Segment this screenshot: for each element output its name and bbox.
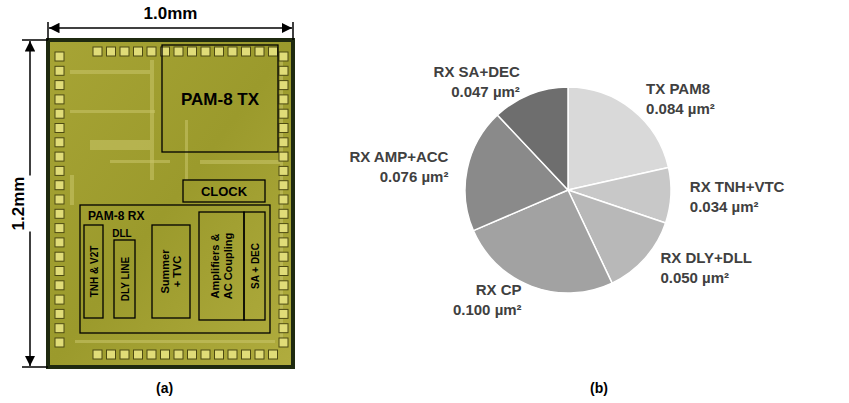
svg-text:RX DLY+DLL: RX DLY+DLL <box>660 249 752 266</box>
svg-text:RX SA+DEC: RX SA+DEC <box>434 63 520 80</box>
svg-text:RX TNH+VTC: RX TNH+VTC <box>690 178 785 195</box>
svg-text:RX CP: RX CP <box>476 281 522 298</box>
html-text:(b): (b) <box>590 380 608 396</box>
svg-text:0.084 µm²: 0.084 µm² <box>646 100 715 117</box>
html-text:(a): (a) <box>156 380 174 396</box>
svg-text:PAM-8 TX: PAM-8 TX <box>181 89 260 108</box>
svg-text:0.034 µm²: 0.034 µm² <box>690 198 759 215</box>
svg-text:CLOCK: CLOCK <box>201 184 248 199</box>
svg-text:RX AMP+ACC: RX AMP+ACC <box>349 148 448 165</box>
svg-text:TNH & V2T: TNH & V2T <box>88 246 99 298</box>
svg-text:SA + DEC: SA + DEC <box>249 243 260 289</box>
svg-text:PAM-8 RX: PAM-8 RX <box>88 209 144 223</box>
svg-text:DLY LINE: DLY LINE <box>119 256 130 301</box>
svg-text:0.050 µm²: 0.050 µm² <box>660 269 729 286</box>
svg-text:TX PAM8: TX PAM8 <box>646 80 710 97</box>
svg-text:0.076 µm²: 0.076 µm² <box>380 168 449 185</box>
svg-text:0.100 µm²: 0.100 µm² <box>453 301 522 318</box>
svg-text:0.047 µm²: 0.047 µm² <box>451 83 520 100</box>
svg-text:1.2mm: 1.2mm <box>9 177 28 231</box>
svg-text:Summer+ TVC: Summer+ TVC <box>159 249 184 294</box>
svg-text:Amplifiers &AC Coupling: Amplifiers &AC Coupling <box>209 233 234 300</box>
svg-text:DLL: DLL <box>112 228 131 239</box>
svg-text:1.0mm: 1.0mm <box>144 4 198 23</box>
